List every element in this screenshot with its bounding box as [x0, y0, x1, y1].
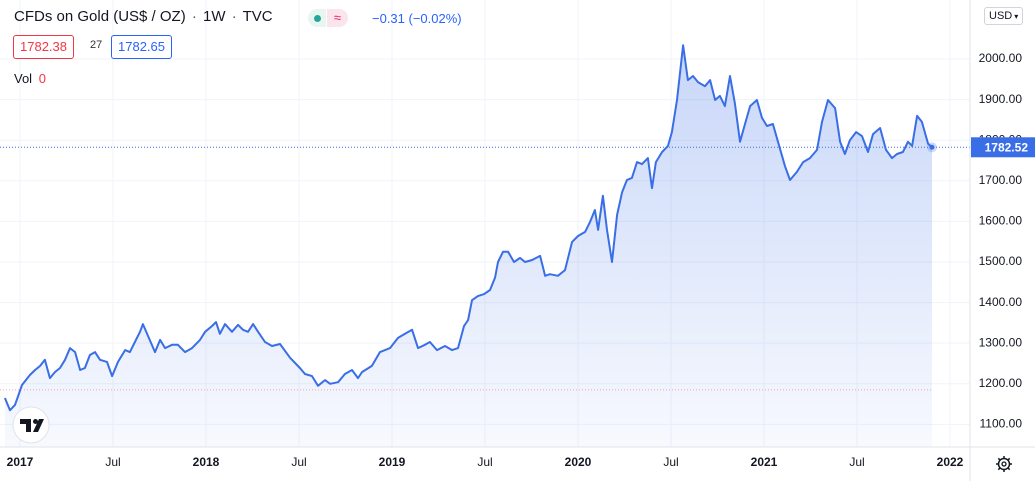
y-tick-label: 1900.00 [979, 92, 1023, 106]
volume-legend: Vol 0 [14, 71, 46, 86]
volume-label: Vol [14, 71, 33, 86]
y-tick-label: 1700.00 [979, 173, 1023, 187]
y-tick-label: 1600.00 [979, 214, 1023, 228]
x-tick-label: Jul [105, 455, 120, 469]
logo [12, 406, 50, 444]
market-status [308, 9, 326, 27]
x-tick-label: 2020 [565, 455, 592, 469]
x-tick-label: Jul [477, 455, 492, 469]
quote: −0.31 (−0.02%) [368, 11, 462, 26]
status-badges: ≈ [308, 9, 348, 27]
x-tick-label: 2018 [193, 455, 220, 469]
x-tick-label: Jul [849, 455, 864, 469]
x-tick-label: Jul [663, 455, 678, 469]
exchange: TVC [242, 8, 273, 25]
currency[interactable]: USD [989, 10, 1013, 22]
separator: · [191, 8, 197, 25]
symbol-header: CFDs on Gold (US$ / OZ) · 1W · TVC [14, 8, 273, 25]
symbol-title: CFDs on Gold (US$ / OZ) [14, 8, 186, 25]
bid-price[interactable]: 1782.38 [13, 35, 74, 59]
last-point-dot [929, 144, 935, 150]
interval[interactable]: 1W [203, 8, 226, 25]
x-tick-label: 2019 [379, 455, 406, 469]
price-change: −0.31 (−0.02%) [372, 11, 462, 26]
last-price-tag [971, 137, 1035, 158]
x-tick-label: 2017 [7, 455, 34, 469]
spread: 27 [90, 39, 103, 51]
currency-selector[interactable]: USD ▾ [984, 7, 1024, 25]
separator: · [231, 8, 237, 25]
y-tick-label: 1200.00 [979, 376, 1023, 390]
y-tick-label: 1400.00 [979, 295, 1023, 309]
x-tick-label: Jul [291, 455, 306, 469]
last-price-label: 1782.52 [985, 140, 1029, 154]
y-tick-label: 1100.00 [980, 417, 1023, 431]
price-line [3, 44, 933, 412]
y-tick-label: 2000.00 [979, 51, 1023, 65]
settings-icon[interactable] [996, 456, 1012, 472]
volume-value: 0 [38, 71, 46, 86]
x-tick-label: 2021 [751, 455, 778, 469]
x-tick-label: 2022 [937, 455, 964, 469]
area-fill [4, 45, 932, 447]
plot [0, 44, 970, 447]
ask-price[interactable]: 1782.65 [111, 35, 172, 59]
axes: 1100.00 1200.00 1300.00 1400.00 1500.00 1600.… [7, 51, 1035, 469]
y-tick-label: 1300.00 [979, 335, 1023, 349]
delay-badge: ≈ [327, 9, 348, 27]
y-tick-label: 1500.00 [979, 254, 1023, 268]
